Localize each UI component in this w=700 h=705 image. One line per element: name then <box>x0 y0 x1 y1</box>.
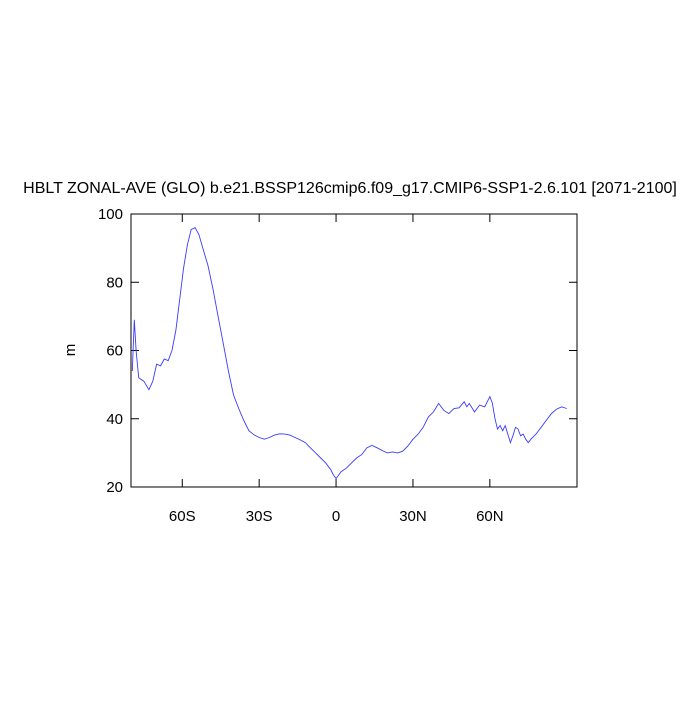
y-tick-label: 80 <box>106 274 123 291</box>
chart-title: HBLT ZONAL-AVE (GLO) b.e21.BSSP126cmip6.… <box>23 180 677 197</box>
y-axis-label: m <box>62 344 79 357</box>
y-tick-label: 100 <box>98 206 123 223</box>
y-tick-label: 40 <box>106 411 123 428</box>
x-tick-label: 60S <box>169 508 196 525</box>
x-tick-label: 0 <box>332 508 340 525</box>
x-tick-label: 30N <box>399 508 427 525</box>
x-tick-label: 60N <box>476 508 504 525</box>
y-tick-label: 20 <box>106 479 123 496</box>
data-line <box>131 227 567 480</box>
y-tick-label: 60 <box>106 343 123 360</box>
x-tick-label: 30S <box>246 508 273 525</box>
